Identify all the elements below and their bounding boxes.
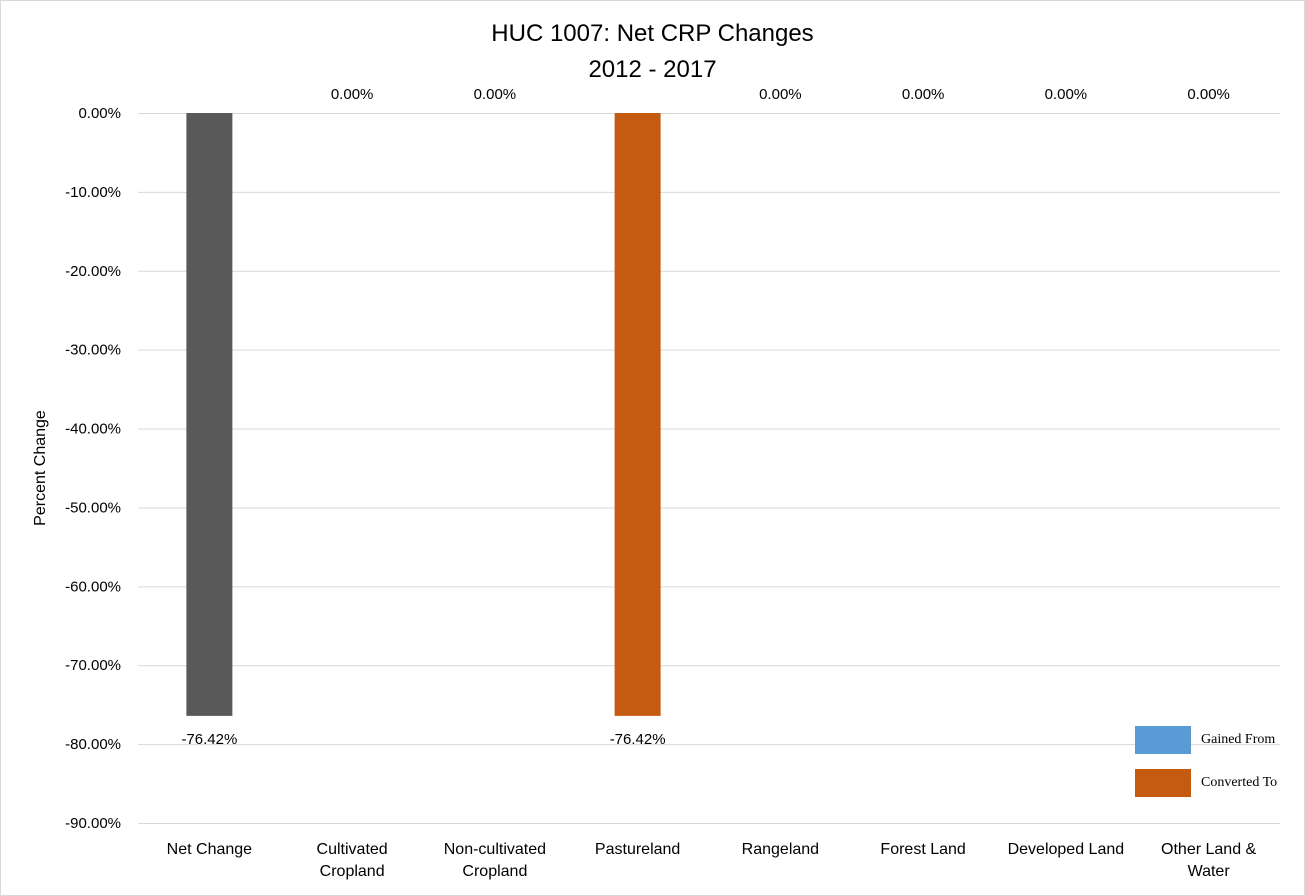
y-tick-label: -70.00% bbox=[65, 657, 121, 674]
y-tick-label: -40.00% bbox=[65, 421, 121, 438]
data-label: -76.42% bbox=[610, 731, 666, 748]
legend-label-converted-to: Converted To bbox=[1201, 775, 1278, 790]
legend-label-gained-from: Gained From bbox=[1201, 732, 1276, 747]
chart-subtitle: 2012 - 2017 bbox=[588, 56, 717, 83]
x-tick-label: Rangeland bbox=[742, 841, 819, 858]
chart-title: HUC 1007: Net CRP Changes bbox=[491, 20, 814, 47]
legend-swatch-gained-from bbox=[1135, 726, 1191, 754]
data-label: -76.42% bbox=[181, 731, 237, 748]
data-label: 0.00% bbox=[1187, 86, 1230, 103]
y-tick-label: -20.00% bbox=[65, 263, 121, 280]
legend-swatch-converted-to bbox=[1135, 769, 1191, 797]
x-tick-label: Forest Land bbox=[880, 841, 965, 858]
data-label: 0.00% bbox=[902, 86, 945, 103]
x-tick-label: Non-cultivated Cropland bbox=[444, 841, 546, 880]
y-tick-label: -90.00% bbox=[65, 815, 121, 832]
bar bbox=[186, 113, 233, 716]
x-tick-label: Pastureland bbox=[595, 841, 680, 858]
y-tick-label: -10.00% bbox=[65, 184, 121, 201]
x-tick-label: Net Change bbox=[167, 841, 252, 858]
data-label: 0.00% bbox=[759, 86, 802, 103]
y-tick-label: -50.00% bbox=[65, 499, 121, 516]
x-tick-label: Cultivated Cropland bbox=[317, 841, 388, 880]
data-label: 0.00% bbox=[474, 86, 517, 103]
y-tick-label: 0.00% bbox=[78, 105, 121, 122]
bar bbox=[614, 113, 661, 716]
x-tick-label: Developed Land bbox=[1008, 841, 1125, 858]
data-label: 0.00% bbox=[1045, 86, 1088, 103]
data-label: 0.00% bbox=[331, 86, 374, 103]
y-tick-label: -30.00% bbox=[65, 342, 121, 359]
x-tick-label: Other Land & Water bbox=[1161, 841, 1257, 880]
y-tick-label: -60.00% bbox=[65, 578, 121, 595]
y-tick-label: -80.00% bbox=[65, 736, 121, 753]
